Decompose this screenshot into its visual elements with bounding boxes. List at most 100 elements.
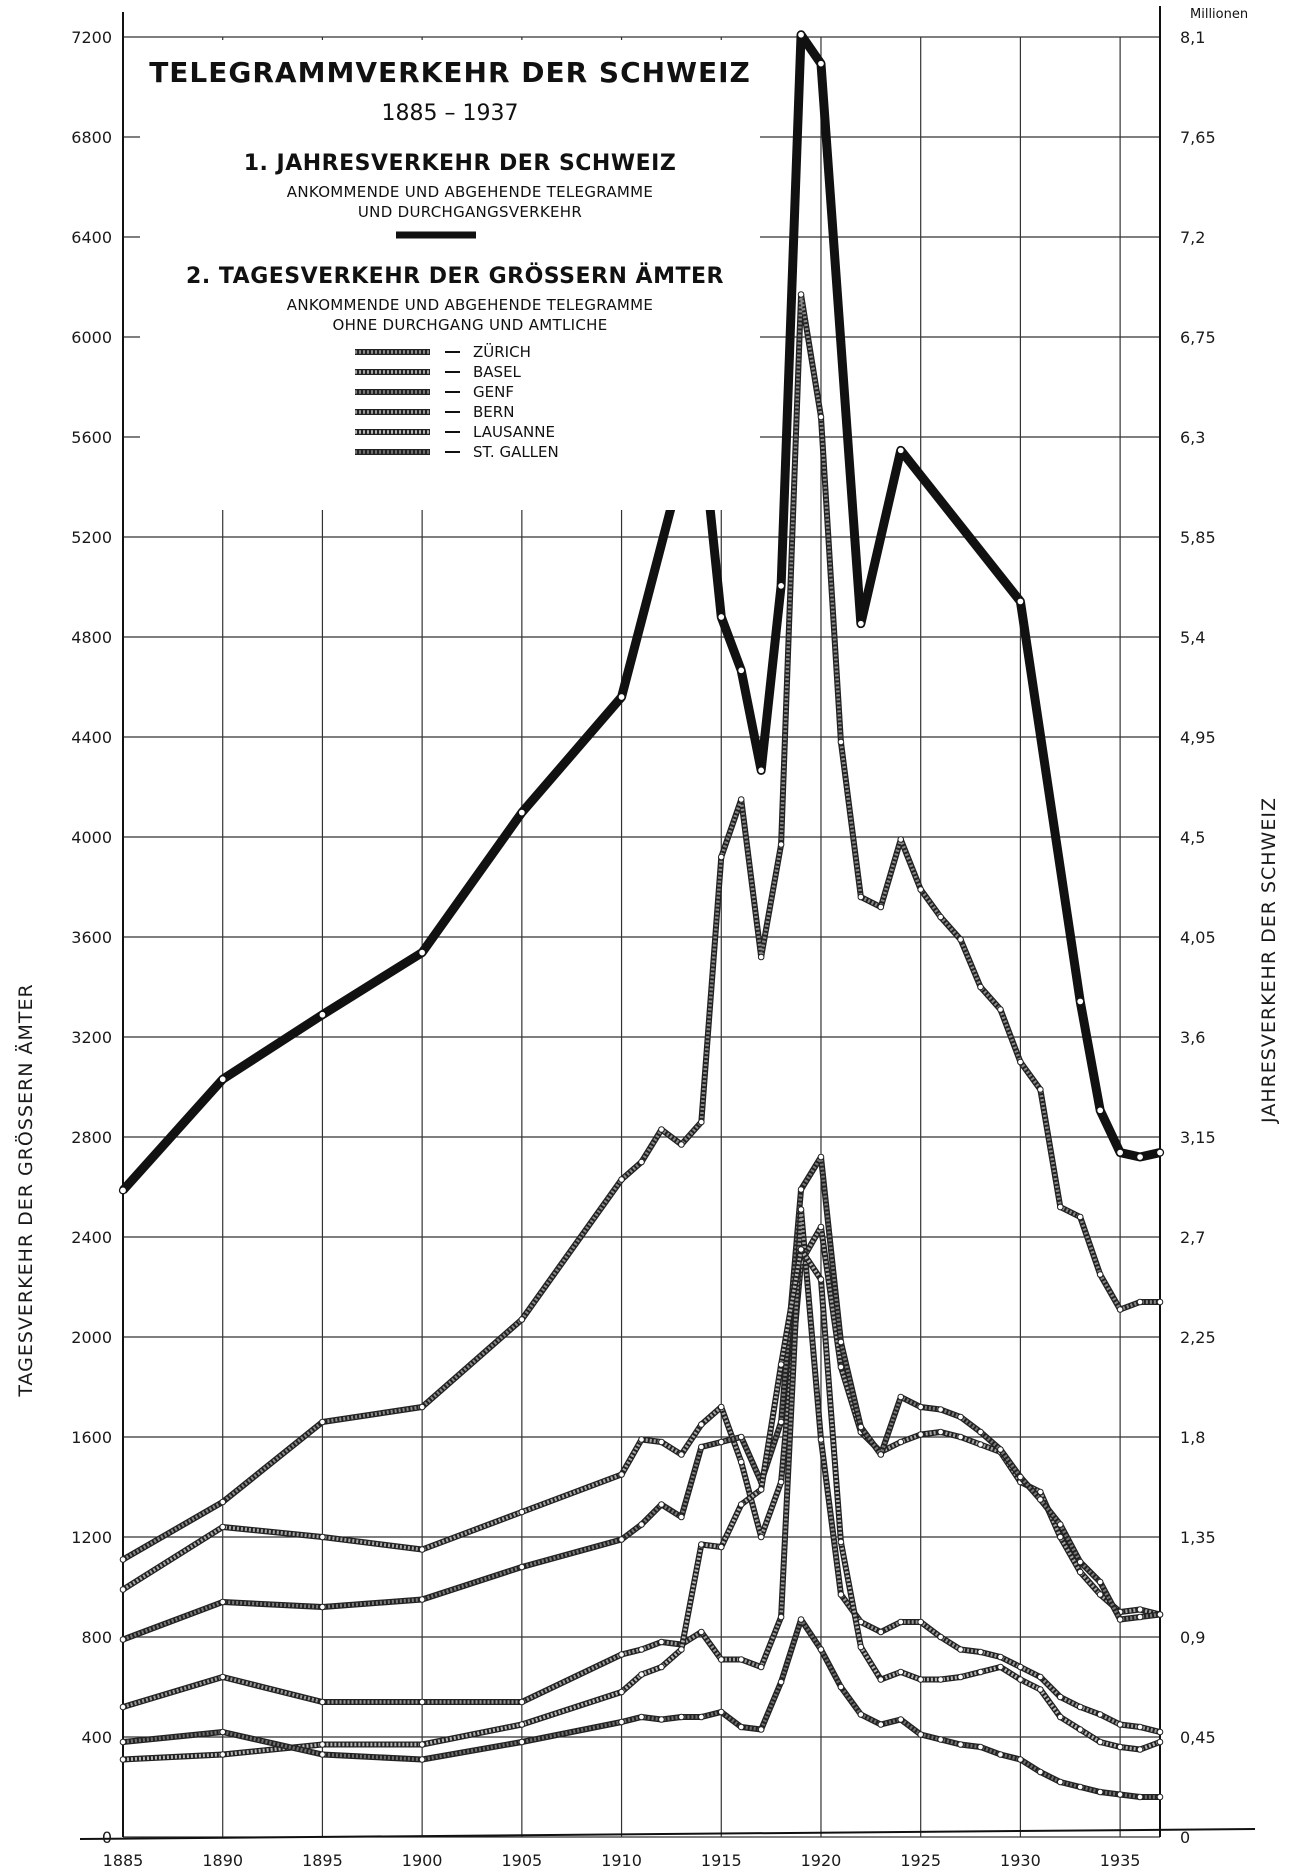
data-point — [857, 893, 865, 901]
series-lausanne — [119, 1246, 1164, 1763]
left-tick-label: 2800 — [71, 1128, 112, 1147]
right-tick-label: 1,35 — [1180, 1528, 1216, 1547]
data-point — [518, 1721, 526, 1728]
legend-label: BASEL — [473, 363, 522, 381]
data-point — [777, 1418, 785, 1426]
right-tick-label: 1,8 — [1180, 1428, 1205, 1447]
data-point — [1076, 1783, 1084, 1791]
legend-label: ST. GALLEN — [473, 443, 559, 461]
series-line-outline — [122, 1206, 1161, 1735]
data-point — [518, 1316, 526, 1323]
data-point — [957, 1433, 964, 1441]
data-point — [797, 291, 805, 298]
series-z-rich — [119, 291, 1164, 1563]
data-point — [897, 1668, 905, 1676]
data-point — [219, 1751, 227, 1758]
left-tick-label: 400 — [81, 1728, 112, 1747]
data-point — [678, 1646, 685, 1653]
data-point — [518, 1508, 526, 1516]
left-tick-label: 6400 — [71, 228, 112, 247]
left-tick-label: 0 — [102, 1828, 112, 1847]
data-point — [917, 886, 924, 893]
data-point — [418, 1698, 426, 1706]
data-point — [877, 1628, 885, 1636]
data-point — [119, 1756, 127, 1763]
annual-data-point — [816, 59, 826, 68]
legend-label: ZÜRICH — [473, 342, 531, 361]
right-tick-label: 2,25 — [1180, 1328, 1216, 1347]
data-point — [1096, 1788, 1104, 1796]
data-point — [937, 1633, 944, 1641]
data-point — [698, 1118, 705, 1126]
annual-data-point — [896, 446, 905, 455]
heading-daily-desc-2: OHNE DURCHGANG UND AMTLICHE — [332, 316, 607, 334]
right-axis-title: JAHRESVERKEHR DER SCHWEIZ — [1258, 797, 1280, 1124]
data-point — [777, 1613, 785, 1621]
data-point — [1076, 1568, 1084, 1576]
annual-series-line — [119, 30, 1161, 1194]
left-tick-label: 1600 — [71, 1428, 112, 1447]
x-tick-labels: 1885 1890 1895 1900 1905 1910 1915 1920 1925 1930… — [103, 1851, 1141, 1870]
data-point — [917, 1676, 924, 1683]
data-point — [1056, 1203, 1064, 1211]
x-tick-label: 1890 — [202, 1851, 243, 1870]
series-line — [122, 1617, 1160, 1799]
data-point — [717, 1708, 725, 1716]
data-point — [997, 1006, 1004, 1013]
data-point — [737, 1656, 745, 1663]
data-point — [877, 1721, 885, 1728]
data-point — [737, 1501, 745, 1508]
x-tick-label: 1925 — [900, 1851, 941, 1870]
left-tick-label: 3200 — [71, 1028, 112, 1047]
legend-item-basel: BASEL — [355, 363, 522, 381]
data-point — [797, 1616, 805, 1623]
data-point — [1096, 1271, 1104, 1278]
right-tick-label: 6,75 — [1180, 328, 1216, 347]
series-st-gallen — [119, 1616, 1164, 1801]
series-basel — [119, 1223, 1164, 1618]
data-point — [1136, 1606, 1144, 1613]
right-tick-label: 5,4 — [1180, 628, 1205, 647]
data-point — [698, 1443, 705, 1451]
left-tick-label: 800 — [81, 1628, 112, 1647]
legend-item-genf: GENF — [355, 383, 514, 401]
right-tick-label: 0 — [1180, 1828, 1190, 1847]
data-point — [219, 1673, 227, 1681]
data-point — [658, 1716, 665, 1723]
left-tick-label: 1200 — [71, 1528, 112, 1547]
data-point — [418, 1741, 426, 1748]
data-point — [857, 1423, 865, 1431]
data-point — [1116, 1791, 1124, 1798]
series-line — [122, 292, 1160, 1562]
data-point — [997, 1663, 1004, 1671]
data-point — [917, 1731, 924, 1738]
data-point — [638, 1521, 645, 1528]
data-point — [1136, 1298, 1144, 1306]
left-tick-label: 2400 — [71, 1228, 112, 1247]
data-point — [1017, 1473, 1024, 1481]
data-point — [897, 1716, 905, 1723]
heading-annual-desc-2: UND DURCHGANGSVERKEHR — [358, 203, 582, 221]
data-point — [219, 1598, 227, 1606]
legend-label: LAUSANNE — [473, 423, 555, 441]
data-point — [977, 983, 984, 991]
series-line-outline — [121, 1154, 1161, 1643]
right-tick-label: 0,45 — [1180, 1728, 1216, 1747]
data-point — [319, 1418, 326, 1426]
data-point — [638, 1436, 645, 1443]
data-point — [1017, 1676, 1024, 1683]
series-line-outline — [122, 1246, 1162, 1763]
data-point — [119, 1703, 127, 1711]
left-tick-label: 4400 — [71, 728, 112, 747]
data-point — [638, 1713, 645, 1721]
left-tick-label: 5600 — [71, 428, 112, 447]
data-point — [418, 1756, 426, 1763]
data-point — [857, 1711, 865, 1718]
data-point — [737, 1458, 745, 1466]
data-point — [757, 1533, 765, 1541]
data-point — [957, 1741, 964, 1748]
data-point — [119, 1738, 127, 1746]
left-tick-label: 5200 — [71, 528, 112, 547]
data-point — [1076, 1726, 1084, 1733]
data-point — [777, 1361, 785, 1368]
